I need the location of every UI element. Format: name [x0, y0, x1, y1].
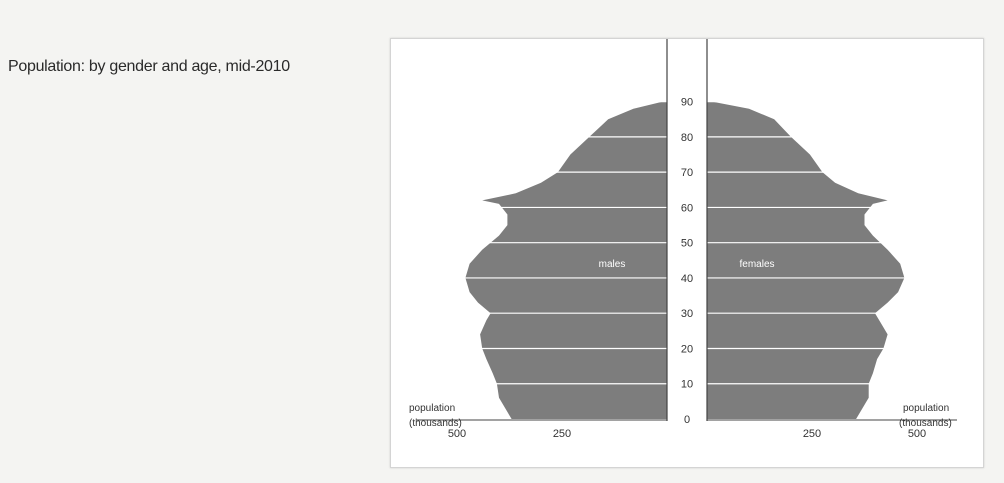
- age-tick-40: 40: [681, 273, 693, 285]
- x-label-left-line2: (thousands): [409, 418, 462, 429]
- age-tick-80: 80: [681, 132, 693, 144]
- age-tick-20: 20: [681, 343, 693, 355]
- x-label-right-line1: population: [903, 403, 949, 414]
- age-tick-90: 90: [681, 97, 693, 109]
- series-label-males: males: [599, 259, 626, 270]
- x-label-right-line2: (thousands): [899, 418, 952, 429]
- age-tick-10: 10: [681, 379, 693, 391]
- age-tick-70: 70: [681, 167, 693, 179]
- x-tick-right-250: 250: [803, 428, 821, 440]
- age-tick-50: 50: [681, 238, 693, 250]
- series-females-area: [707, 101, 905, 419]
- chart-svg: 0 10 20 30 40 50 60 70 80 90 males females 500 250 250…: [409, 39, 957, 440]
- x-label-left-line1: population: [409, 403, 455, 414]
- age-tick-30: 30: [681, 308, 693, 320]
- x-tick-right-500: 500: [908, 428, 926, 440]
- series-label-females: females: [739, 259, 774, 270]
- x-tick-left-500: 500: [448, 428, 466, 440]
- series-males-area: [465, 101, 667, 419]
- age-tick-60: 60: [681, 202, 693, 214]
- age-tick-0: 0: [684, 414, 690, 426]
- x-tick-left-250: 250: [553, 428, 571, 440]
- page-title: Population: by gender and age, mid-2010: [8, 58, 290, 75]
- population-pyramid-chart: 0 10 20 30 40 50 60 70 80 90 males females 500 250 250…: [390, 38, 984, 468]
